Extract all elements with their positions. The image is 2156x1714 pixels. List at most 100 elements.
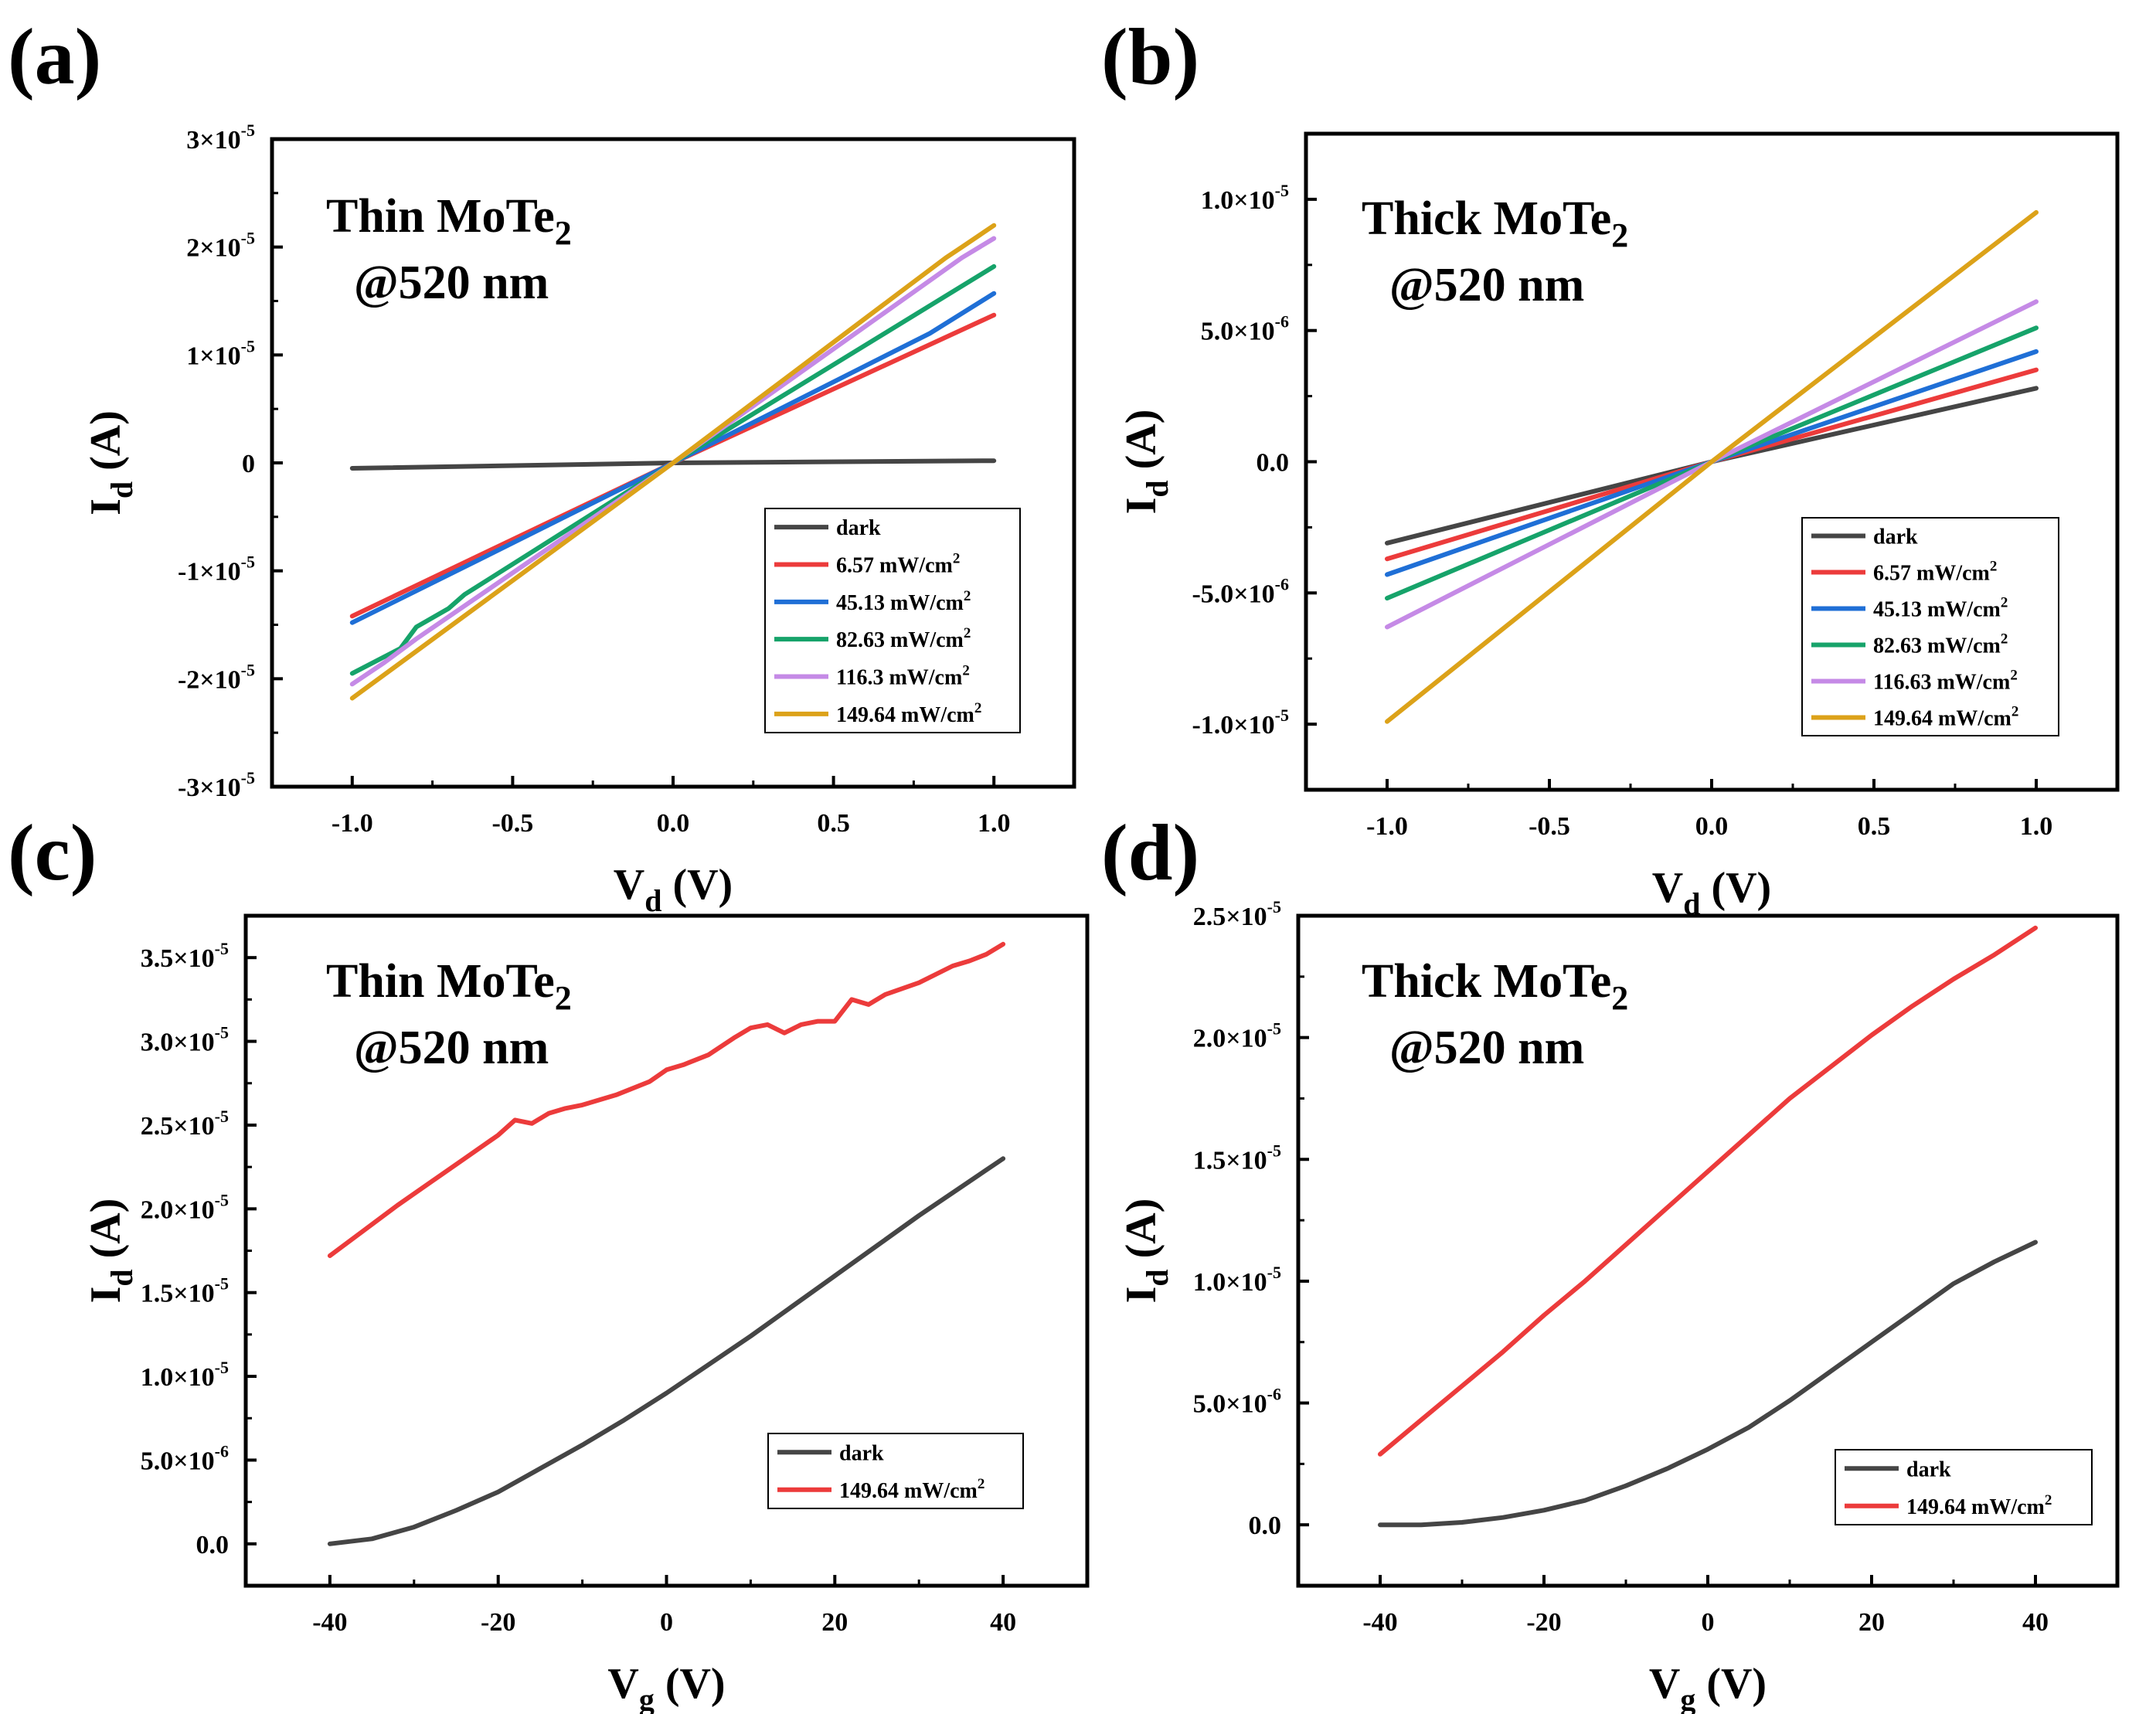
y-axis-title: Id (A) bbox=[1117, 410, 1175, 515]
legend-box bbox=[764, 508, 1021, 733]
legend: dark 149.64 mW/cm2 bbox=[767, 1433, 1024, 1509]
panel-c: (c) -40 -20 0 20 40 3.5×10-5 3.0×10-5 2.5×10-5 2.… bbox=[8, 808, 1090, 1714]
sample-annotation: Thick MoTe2 bbox=[1362, 955, 1628, 1017]
x-tick-label: -20 bbox=[481, 1608, 515, 1637]
y-tick-label: 2×10-5 bbox=[186, 229, 255, 263]
legend-entry: 82.63 mW/cm2 bbox=[836, 625, 971, 652]
legend-entry: 6.57 mW/cm2 bbox=[1873, 559, 1997, 586]
y-tick-label: 1.0×10-5 bbox=[1193, 1263, 1281, 1297]
x-tick-label: 0.5 bbox=[817, 809, 850, 838]
y-tick-label: 0 bbox=[242, 450, 255, 478]
y-tick-label: 0.0 bbox=[196, 1531, 230, 1559]
legend-entry: dark bbox=[836, 516, 881, 540]
legend-entry: 116.3 mW/cm2 bbox=[836, 663, 970, 690]
y-tick-label: 1.0×10-5 bbox=[1201, 181, 1289, 215]
y-tick-label: 1×10-5 bbox=[186, 336, 255, 370]
panel-label: (b) bbox=[1101, 12, 1199, 101]
y-tick-label: 1.0×10-5 bbox=[141, 1358, 229, 1392]
y-tick-label: 2.0×10-5 bbox=[1193, 1019, 1281, 1053]
sample-annotation: Thin MoTe2 bbox=[326, 955, 572, 1017]
legend-entry: 149.64 mW/cm2 bbox=[836, 700, 981, 727]
x-tick-label: 0.0 bbox=[1695, 812, 1729, 841]
x-tick-label: -0.5 bbox=[491, 809, 533, 838]
y-tick-label: 0.0 bbox=[1257, 449, 1290, 478]
legend-entry: 45.13 mW/cm2 bbox=[1873, 595, 2008, 622]
legend-box bbox=[767, 1433, 1024, 1509]
y-tick-label: 5.0×10-6 bbox=[1201, 312, 1289, 346]
y-tick-label: -5.0×10-6 bbox=[1192, 574, 1289, 608]
legend-entry: 149.64 mW/cm2 bbox=[1873, 704, 2018, 731]
series-group bbox=[327, 941, 1006, 1546]
series-group bbox=[1378, 925, 2038, 1528]
wavelength-annotation: @520 nm bbox=[1389, 259, 1584, 311]
series-line-149-64-mw-cm2 bbox=[1385, 209, 2039, 724]
legend-entry: dark bbox=[1906, 1457, 1951, 1481]
x-tick-label: 0 bbox=[660, 1608, 673, 1637]
x-tick-label: 0.0 bbox=[657, 809, 690, 838]
y-tick-label: 2.5×10-5 bbox=[1193, 897, 1281, 931]
y-axis-title: Id (A) bbox=[82, 410, 139, 515]
x-tick-label: -40 bbox=[312, 1608, 347, 1637]
panel-a: (a) -1.0 -0.5 0.0 0.5 1.0 3×10-5 2×10-5 1×10-5 0 -… bbox=[8, 12, 1076, 918]
sample-annotation: Thick MoTe2 bbox=[1362, 192, 1628, 254]
panel-b: (b) -1.0 -0.5 0.0 0.5 1.0 1.0×10-5 5.0×10-6 0.0 -… bbox=[1101, 12, 2120, 921]
y-tick-label: 2.0×10-5 bbox=[141, 1190, 229, 1224]
legend-box bbox=[1801, 517, 2059, 736]
x-tick-label: -1.0 bbox=[1366, 812, 1408, 841]
y-tick-label: -1.0×10-5 bbox=[1192, 706, 1289, 740]
y-axis-title: Id (A) bbox=[1117, 1199, 1175, 1304]
x-tick-label: 1.0 bbox=[2020, 812, 2053, 841]
y-tick-label: -3×10-5 bbox=[178, 768, 255, 802]
x-tick-label: 0.5 bbox=[1858, 812, 1891, 841]
panel-d: (d) -40 -20 0 20 40 2.5×10-5 2.0×10-5 1.5×10-5 1.… bbox=[1101, 808, 2120, 1714]
legend: dark 6.57 mW/cm2 45.13 mW/cm2 82.63 mW/cm2 1… bbox=[764, 508, 1021, 733]
x-tick-label: -20 bbox=[1526, 1608, 1561, 1637]
x-axis-title: Vd (V) bbox=[1652, 864, 1771, 921]
x-tick-label: -1.0 bbox=[332, 809, 373, 838]
series-line-116-3-mw-cm2 bbox=[349, 236, 997, 687]
wavelength-annotation: @520 nm bbox=[1389, 1022, 1584, 1074]
y-tick-label: -1×10-5 bbox=[178, 553, 255, 587]
y-tick-label: 3.0×10-5 bbox=[141, 1023, 229, 1057]
series-line-149-64-mw-cm2 bbox=[349, 223, 997, 701]
legend-box bbox=[1835, 1449, 2093, 1525]
y-tick-label: 3×10-5 bbox=[186, 121, 255, 155]
series-group bbox=[1385, 209, 2039, 724]
x-tick-label: 20 bbox=[1858, 1608, 1885, 1637]
y-tick-label: 5.0×10-6 bbox=[141, 1441, 229, 1475]
y-tick-label: 5.0×10-6 bbox=[1193, 1385, 1281, 1419]
sample-annotation: Thin MoTe2 bbox=[326, 190, 572, 252]
y-tick-label: 1.5×10-5 bbox=[1193, 1141, 1281, 1175]
x-tick-label: -0.5 bbox=[1529, 812, 1570, 841]
x-axis-title: Vg (V) bbox=[607, 1660, 725, 1714]
series-line-dark bbox=[327, 1156, 1006, 1546]
x-axis-title: Vg (V) bbox=[1649, 1660, 1767, 1714]
y-tick-label: 2.5×10-5 bbox=[141, 1107, 229, 1141]
x-axis-title: Vd (V) bbox=[614, 861, 733, 918]
legend-entry: 149.64 mW/cm2 bbox=[1906, 1492, 2052, 1519]
x-tick-label: 1.0 bbox=[978, 809, 1011, 838]
y-axis-title: Id (A) bbox=[82, 1199, 139, 1304]
series-group bbox=[349, 223, 997, 701]
x-tick-label: 20 bbox=[821, 1608, 848, 1637]
series-line-149-64-mw-cm2 bbox=[1378, 925, 2038, 1457]
y-tick-label: -2×10-5 bbox=[178, 660, 255, 694]
y-tick-label: 1.5×10-5 bbox=[141, 1274, 229, 1308]
series-line-149-64-mw-cm2 bbox=[327, 941, 1006, 1258]
legend: dark 149.64 mW/cm2 bbox=[1835, 1449, 2093, 1525]
legend-entry: 45.13 mW/cm2 bbox=[836, 588, 971, 615]
panel-label: (d) bbox=[1101, 808, 1199, 897]
x-tick-label: 40 bbox=[990, 1608, 1016, 1637]
y-tick-label: 0.0 bbox=[1249, 1512, 1282, 1540]
legend-entry: 116.63 mW/cm2 bbox=[1873, 668, 2018, 695]
series-line-dark bbox=[1378, 1240, 2038, 1528]
legend: dark 6.57 mW/cm2 45.13 mW/cm2 82.63 mW/cm2 1… bbox=[1801, 517, 2059, 736]
legend-entry: 6.57 mW/cm2 bbox=[836, 551, 960, 578]
x-tick-label: 0 bbox=[1702, 1608, 1715, 1637]
x-tick-label: -40 bbox=[1362, 1608, 1397, 1637]
legend-entry: dark bbox=[839, 1441, 884, 1465]
x-tick-label: 40 bbox=[2022, 1608, 2049, 1637]
legend-entry: 82.63 mW/cm2 bbox=[1873, 631, 2008, 658]
panel-label: (a) bbox=[8, 12, 101, 101]
